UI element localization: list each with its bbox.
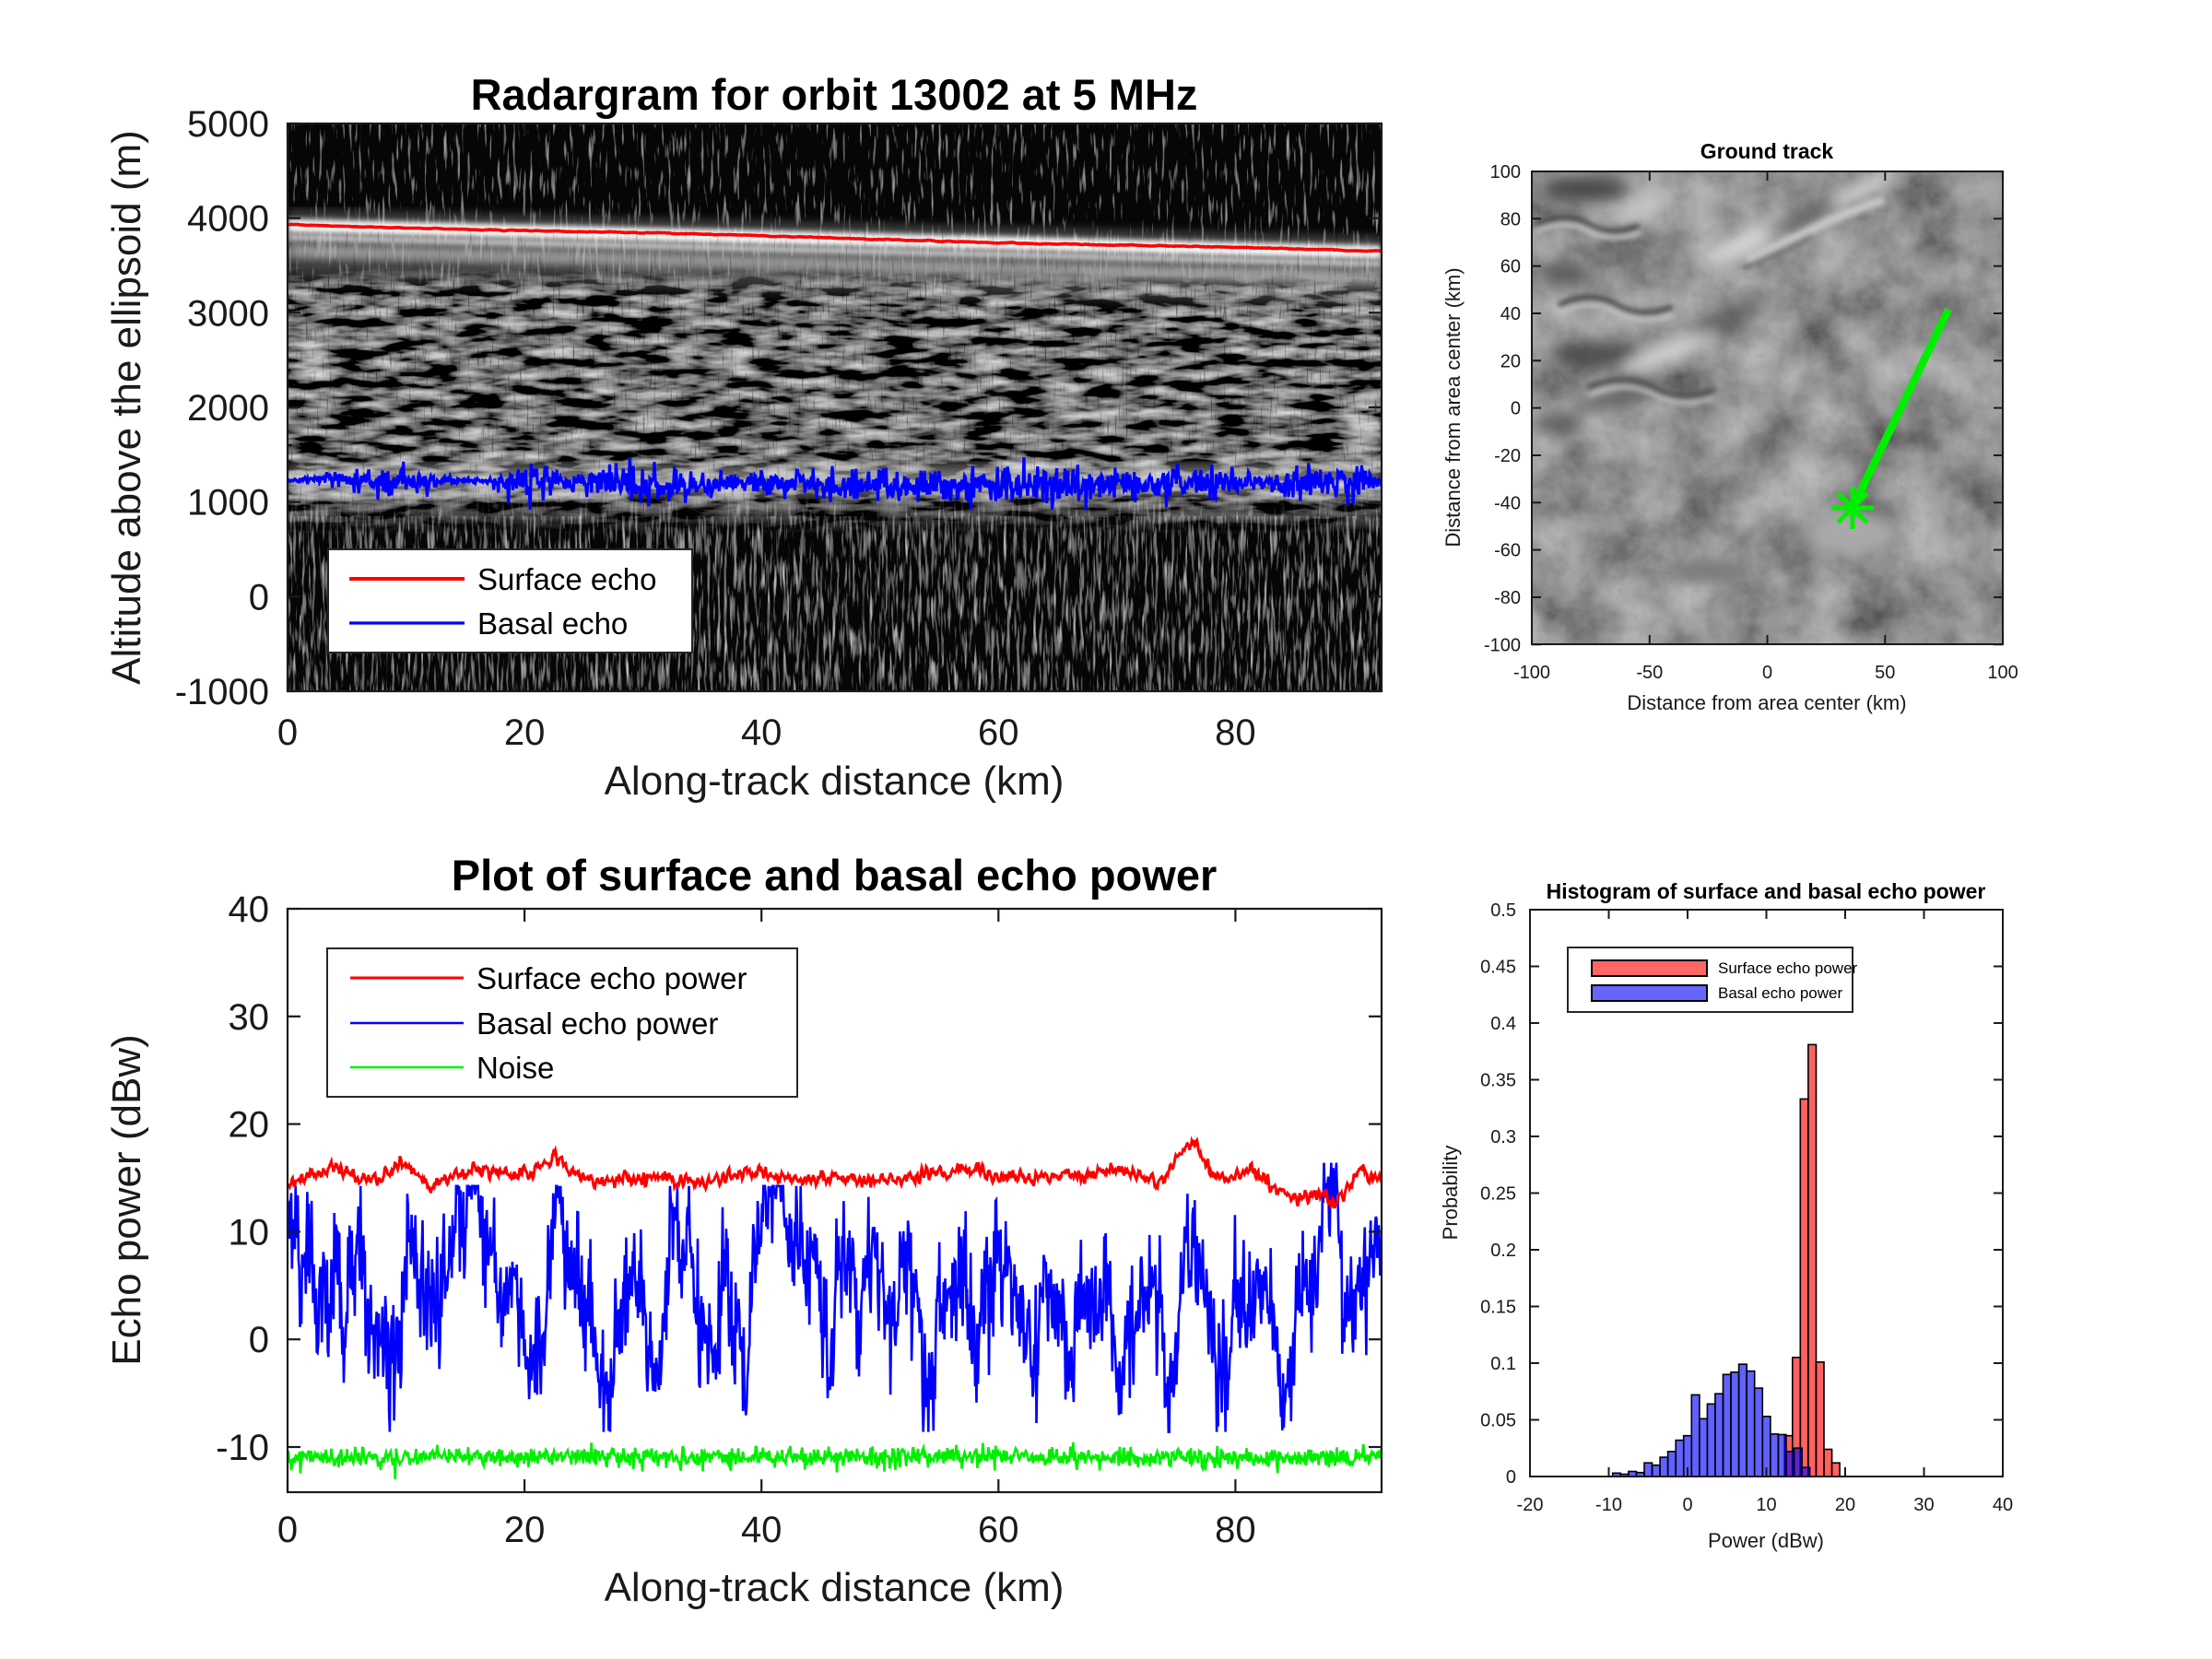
svg-text:Along-track distance (km): Along-track distance (km) — [605, 1565, 1065, 1610]
svg-text:-100: -100 — [1513, 663, 1550, 683]
svg-text:Echo power (dBw): Echo power (dBw) — [104, 1034, 149, 1365]
svg-text:Basal echo power: Basal echo power — [477, 1006, 718, 1041]
svg-text:Surface echo: Surface echo — [477, 562, 656, 596]
svg-text:-50: -50 — [1636, 663, 1663, 683]
svg-text:20: 20 — [1500, 351, 1521, 371]
svg-text:Histogram of surface and basal: Histogram of surface and basal echo powe… — [1547, 879, 1986, 903]
svg-text:40: 40 — [1500, 304, 1521, 324]
svg-text:-20: -20 — [1494, 446, 1521, 466]
svg-text:0.05: 0.05 — [1480, 1411, 1516, 1431]
svg-text:60: 60 — [978, 1510, 1019, 1550]
svg-text:30: 30 — [1913, 1495, 1934, 1515]
svg-text:Basal echo: Basal echo — [477, 606, 628, 641]
svg-text:-1000: -1000 — [175, 672, 269, 712]
svg-text:0.25: 0.25 — [1480, 1184, 1516, 1205]
svg-text:Noise: Noise — [477, 1051, 554, 1085]
svg-text:0.2: 0.2 — [1490, 1241, 1516, 1261]
svg-text:40: 40 — [229, 889, 270, 930]
svg-text:Along-track distance (km): Along-track distance (km) — [605, 759, 1065, 804]
svg-text:-20: -20 — [1517, 1495, 1544, 1515]
svg-text:60: 60 — [978, 712, 1019, 753]
svg-text:Probability: Probability — [1439, 1146, 1462, 1241]
svg-text:Altitude above the ellipsoid (: Altitude above the ellipsoid (m) — [104, 130, 149, 685]
svg-text:20: 20 — [229, 1105, 270, 1146]
svg-text:0: 0 — [277, 712, 298, 753]
svg-text:80: 80 — [1215, 1510, 1256, 1550]
svg-text:Ground track: Ground track — [1700, 139, 1834, 163]
svg-text:100: 100 — [1490, 162, 1521, 182]
svg-text:40: 40 — [741, 1510, 782, 1550]
svg-text:30: 30 — [229, 997, 270, 1038]
svg-text:Surface echo power: Surface echo power — [1718, 959, 1858, 977]
svg-text:80: 80 — [1215, 712, 1256, 753]
svg-text:Plot of surface and basal echo: Plot of surface and basal echo power — [452, 851, 1218, 900]
svg-text:60: 60 — [1500, 257, 1521, 277]
svg-text:-10: -10 — [1595, 1495, 1622, 1515]
svg-text:100: 100 — [1987, 663, 2018, 683]
svg-text:0: 0 — [1506, 1467, 1516, 1488]
svg-text:50: 50 — [1875, 663, 1895, 683]
svg-text:0: 0 — [277, 1510, 298, 1550]
svg-text:Surface echo power: Surface echo power — [477, 961, 747, 995]
svg-text:Basal echo power: Basal echo power — [1718, 984, 1842, 1002]
svg-text:20: 20 — [504, 712, 546, 753]
svg-text:80: 80 — [1500, 209, 1521, 229]
svg-text:3000: 3000 — [187, 293, 269, 334]
svg-text:-40: -40 — [1494, 493, 1521, 513]
svg-text:10: 10 — [229, 1212, 270, 1253]
svg-text:0.4: 0.4 — [1490, 1014, 1516, 1034]
svg-text:4000: 4000 — [187, 199, 269, 240]
svg-text:0: 0 — [1682, 1495, 1692, 1515]
svg-text:0.45: 0.45 — [1480, 958, 1516, 978]
svg-text:0: 0 — [1762, 663, 1772, 683]
svg-text:1000: 1000 — [187, 483, 269, 524]
svg-text:20: 20 — [504, 1510, 546, 1550]
svg-text:0.1: 0.1 — [1490, 1354, 1516, 1374]
svg-text:10: 10 — [1756, 1495, 1776, 1515]
svg-text:Distance from area center (km): Distance from area center (km) — [1441, 267, 1465, 547]
svg-text:Radargram for orbit 13002 at 5: Radargram for orbit 13002 at 5 MHz — [471, 70, 1198, 119]
svg-text:40: 40 — [741, 712, 782, 753]
svg-text:Distance from area center (km): Distance from area center (km) — [1627, 691, 1906, 714]
svg-text:-100: -100 — [1484, 635, 1521, 655]
svg-text:0: 0 — [249, 1320, 269, 1360]
svg-text:Power (dBw): Power (dBw) — [1708, 1529, 1824, 1552]
svg-text:0.35: 0.35 — [1480, 1071, 1516, 1091]
svg-text:0: 0 — [1511, 399, 1521, 419]
svg-text:2000: 2000 — [187, 388, 269, 429]
svg-text:0.3: 0.3 — [1490, 1127, 1516, 1147]
svg-text:40: 40 — [1993, 1495, 2013, 1515]
svg-text:0: 0 — [249, 577, 269, 618]
svg-text:-80: -80 — [1494, 588, 1521, 608]
svg-text:5000: 5000 — [187, 104, 269, 145]
svg-text:0.15: 0.15 — [1480, 1298, 1516, 1318]
svg-text:0.5: 0.5 — [1490, 900, 1516, 921]
svg-text:20: 20 — [1835, 1495, 1855, 1515]
svg-text:-10: -10 — [216, 1428, 269, 1468]
svg-text:-60: -60 — [1494, 541, 1521, 561]
